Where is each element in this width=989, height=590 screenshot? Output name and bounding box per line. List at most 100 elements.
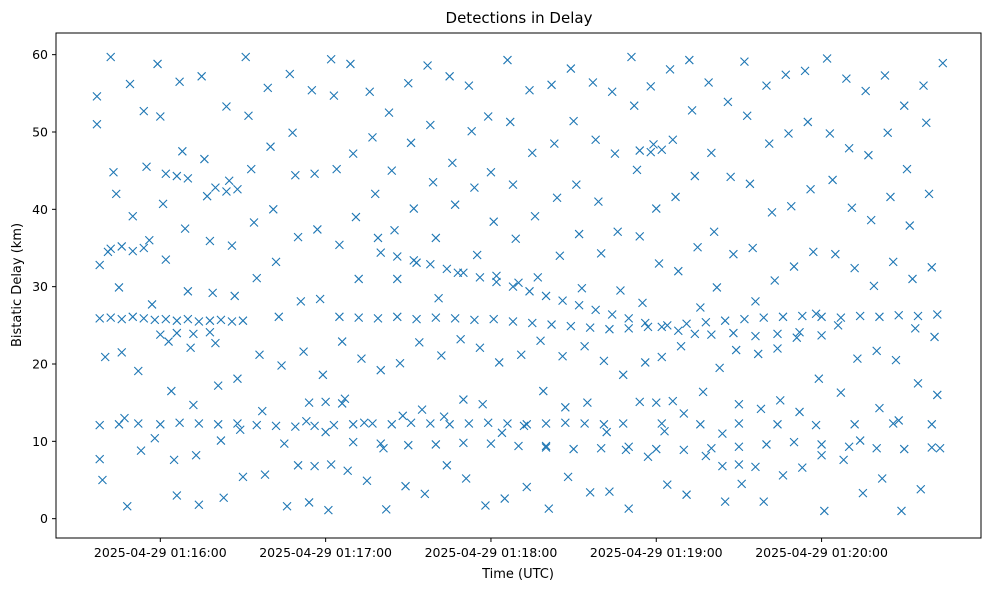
- data-point: [307, 85, 317, 95]
- data-point: [205, 327, 215, 337]
- data-point: [541, 441, 551, 451]
- data-point: [751, 331, 760, 341]
- data-point: [833, 320, 843, 330]
- data-point: [246, 164, 256, 174]
- data-point: [632, 165, 642, 175]
- data-point: [486, 439, 496, 449]
- data-point: [679, 409, 689, 418]
- data-point: [175, 77, 184, 87]
- data-point: [428, 177, 438, 187]
- data-point: [172, 491, 182, 500]
- data-point: [773, 419, 782, 429]
- data-point: [222, 187, 231, 196]
- data-point: [271, 257, 281, 267]
- data-point: [376, 365, 386, 375]
- data-point: [525, 85, 534, 95]
- data-point: [500, 494, 510, 503]
- data-point: [789, 437, 799, 447]
- data-point: [92, 92, 102, 101]
- data-point: [486, 167, 496, 177]
- data-point: [95, 260, 105, 270]
- data-point: [188, 329, 198, 339]
- data-point: [335, 240, 344, 250]
- data-point: [285, 69, 295, 79]
- data-point: [194, 317, 204, 326]
- data-point: [640, 358, 650, 367]
- data-point: [459, 438, 468, 448]
- data-point: [312, 225, 322, 234]
- data-point: [117, 314, 127, 324]
- data-point: [257, 406, 267, 416]
- data-point: [527, 318, 537, 328]
- data-point: [668, 396, 678, 406]
- data-point: [817, 440, 826, 449]
- y-axis-label: Bistatic Delay (km): [10, 223, 25, 347]
- data-point: [792, 333, 802, 343]
- data-point: [255, 350, 264, 360]
- data-point: [538, 386, 548, 396]
- data-point: [806, 184, 815, 194]
- data-point: [362, 476, 372, 486]
- data-point: [299, 347, 308, 357]
- data-point: [475, 272, 485, 282]
- data-point: [844, 442, 854, 452]
- data-point: [357, 354, 366, 363]
- data-point: [326, 460, 336, 469]
- data-point: [850, 419, 860, 429]
- data-point: [618, 370, 628, 380]
- data-point: [811, 420, 821, 430]
- data-point: [566, 321, 576, 331]
- data-point: [219, 493, 229, 503]
- data-point: [753, 349, 763, 359]
- data-point: [775, 395, 785, 405]
- data-point: [654, 259, 664, 268]
- data-point: [527, 148, 537, 158]
- data-point: [594, 197, 603, 206]
- data-point: [183, 174, 193, 183]
- data-point: [894, 310, 904, 320]
- data-point: [720, 497, 730, 507]
- data-point: [505, 117, 515, 127]
- data-point: [635, 232, 645, 241]
- data-point: [671, 192, 680, 202]
- data-point: [547, 80, 556, 90]
- data-point: [447, 158, 457, 168]
- data-point: [822, 54, 832, 63]
- data-point: [640, 318, 650, 328]
- data-point: [412, 258, 421, 268]
- data-point: [279, 439, 289, 449]
- y-tick-label: 10: [32, 434, 48, 449]
- data-point: [208, 288, 218, 298]
- data-point: [682, 319, 691, 329]
- data-point: [751, 296, 760, 306]
- data-point: [359, 418, 369, 428]
- data-point: [343, 466, 353, 476]
- data-point: [155, 419, 165, 429]
- data-marks: [92, 52, 948, 516]
- data-point: [569, 116, 578, 126]
- data-point: [183, 286, 193, 296]
- data-point: [734, 419, 744, 428]
- data-point: [172, 316, 182, 326]
- data-point: [277, 361, 286, 370]
- data-point: [106, 313, 116, 322]
- data-point: [723, 97, 733, 107]
- data-point: [762, 81, 771, 90]
- data-point: [376, 248, 386, 258]
- data-point: [781, 70, 791, 80]
- data-point: [935, 443, 945, 453]
- data-point: [464, 81, 474, 90]
- data-point: [690, 329, 700, 339]
- data-point: [337, 337, 347, 346]
- data-point: [194, 500, 204, 510]
- data-point: [679, 445, 689, 455]
- data-point: [814, 374, 824, 384]
- data-point: [373, 313, 383, 323]
- data-point: [120, 413, 129, 423]
- data-point: [373, 233, 383, 243]
- data-point: [930, 332, 939, 342]
- data-point: [872, 346, 882, 356]
- data-point: [544, 504, 554, 514]
- data-point: [638, 298, 647, 308]
- x-tick-label: 2025-04-29 01:20:00: [755, 545, 888, 560]
